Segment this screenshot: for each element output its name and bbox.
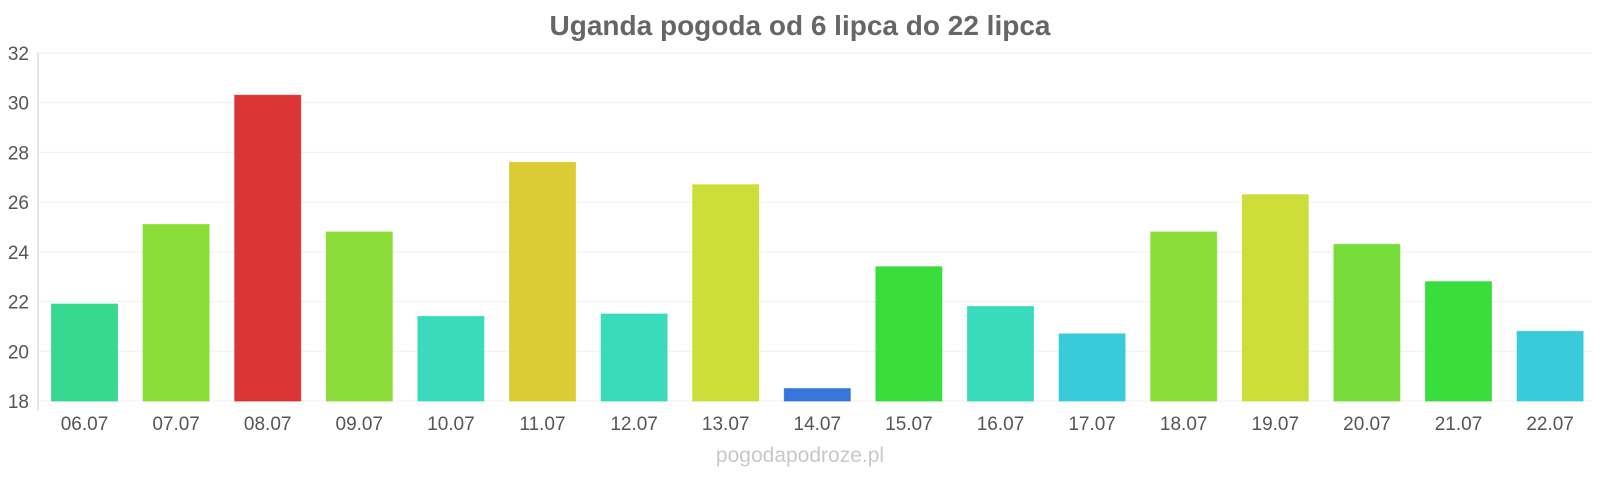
y-tick-label: 28 — [8, 143, 29, 164]
y-tick-label: 20 — [8, 342, 29, 363]
bar-09.07 — [325, 231, 393, 402]
x-tick-label: 20.07 — [1343, 414, 1391, 435]
y-tick-label: 30 — [8, 94, 29, 115]
x-tick-label: 15.07 — [885, 414, 933, 435]
bar-22.07 — [1516, 330, 1584, 402]
bar-11.07 — [509, 161, 576, 402]
y-tick-label: 32 — [8, 44, 29, 65]
bar-14.07 — [783, 388, 851, 402]
bar-15.07 — [875, 266, 943, 402]
x-tick-label: 13.07 — [702, 414, 750, 435]
x-tick-label: 12.07 — [610, 414, 658, 435]
y-tick-label: 22 — [8, 293, 29, 314]
x-tick-label: 10.07 — [427, 414, 475, 435]
x-axis: 06.07 07.07 08.07 09.07 10.07 11.07 12.07 13.07… — [61, 414, 1574, 435]
bar-18.07 — [1150, 231, 1218, 402]
watermark-text: pogodapodroze.pl — [716, 444, 884, 467]
x-tick-label: 08.07 — [244, 414, 292, 435]
y-tick-label: 24 — [8, 243, 30, 264]
bar-13.07 — [692, 184, 760, 402]
x-tick-label: 21.07 — [1435, 414, 1483, 435]
bar-06.07 — [51, 303, 118, 402]
x-tick-label: 18.07 — [1160, 414, 1208, 435]
bar-16.07 — [967, 306, 1034, 402]
bar-08.07 — [234, 94, 302, 402]
x-tick-label: 07.07 — [152, 414, 200, 435]
x-tick-label: 14.07 — [794, 414, 842, 435]
bar-19.07 — [1241, 194, 1309, 402]
y-tick-label: 18 — [8, 392, 29, 413]
bar-07.07 — [142, 224, 210, 402]
bars — [51, 94, 1584, 402]
bar-12.07 — [600, 313, 668, 402]
x-tick-label: 11.07 — [519, 414, 565, 435]
bar-21.07 — [1425, 281, 1492, 402]
x-tick-label: 16.07 — [977, 414, 1025, 435]
x-tick-label: 19.07 — [1252, 414, 1300, 435]
y-tick-label: 26 — [8, 193, 29, 214]
bar-17.07 — [1058, 333, 1126, 402]
x-tick-label: 22.07 — [1526, 414, 1574, 435]
x-tick-label: 09.07 — [336, 414, 384, 435]
bar-20.07 — [1333, 243, 1401, 402]
chart-title: Uganda pogoda od 6 lipca do 22 lipca — [550, 10, 1051, 41]
x-tick-label: 17.07 — [1068, 414, 1116, 435]
x-tick-label: 06.07 — [61, 414, 109, 435]
bar-10.07 — [417, 315, 485, 402]
y-axis: 18 20 22 24 26 28 30 32 — [8, 44, 39, 413]
